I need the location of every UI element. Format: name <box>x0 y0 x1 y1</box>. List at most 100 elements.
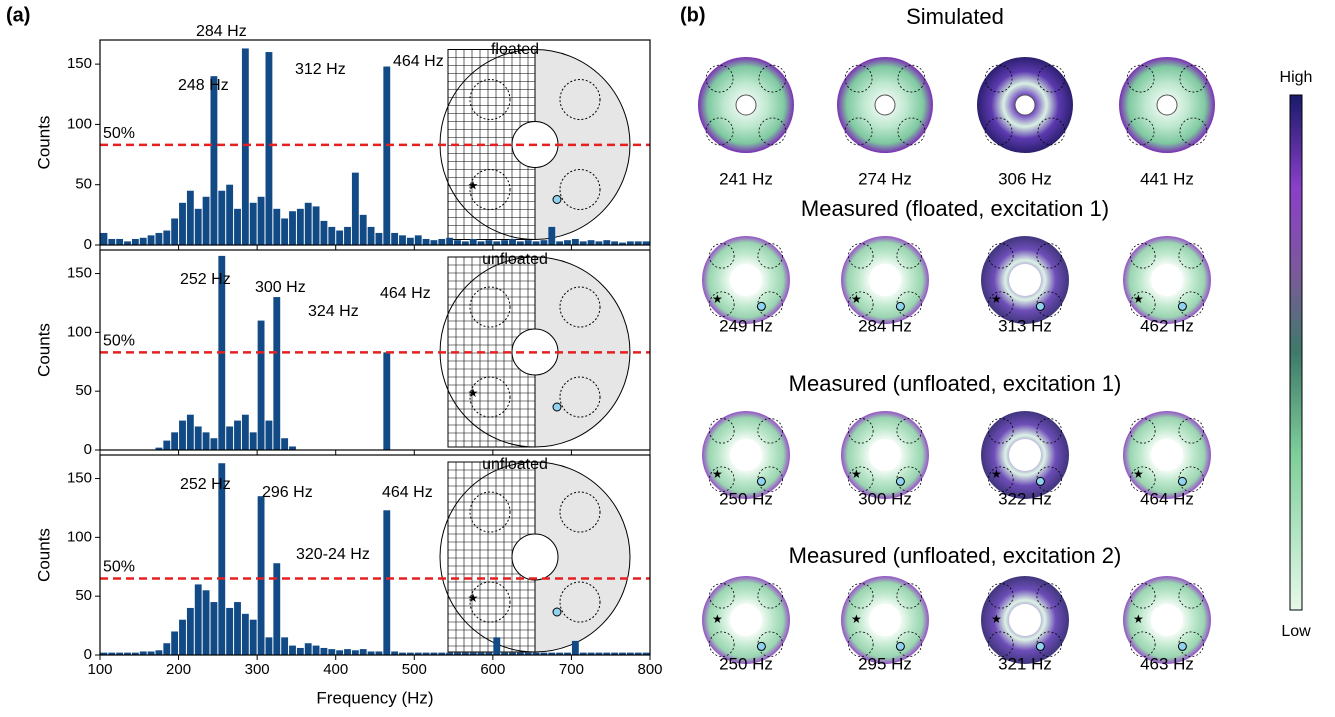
plot-frame <box>99 249 651 451</box>
bar <box>375 232 383 245</box>
bar <box>312 645 320 655</box>
bar <box>611 652 619 655</box>
pad-outline <box>1130 291 1156 317</box>
pad-outline <box>1178 583 1204 609</box>
bar <box>257 320 265 450</box>
bar <box>186 190 194 245</box>
pad-outline <box>988 291 1014 317</box>
bar <box>139 237 147 245</box>
pad-outline <box>1178 243 1204 269</box>
peak-label: 324 Hz <box>308 303 359 320</box>
pad-outline <box>757 418 783 444</box>
bar <box>532 652 540 655</box>
sensor <box>1177 301 1187 311</box>
pad-outline <box>1130 418 1156 444</box>
mode-freq: 462 Hz <box>1140 316 1194 335</box>
bar <box>249 202 257 245</box>
mode-hole <box>1009 264 1041 296</box>
y-tick-label: 50 <box>75 382 92 399</box>
bar <box>273 563 281 655</box>
bar <box>619 242 626 245</box>
bar <box>485 652 493 655</box>
pad-outline <box>758 117 787 146</box>
bar <box>634 652 642 655</box>
bar <box>186 607 194 655</box>
inset-pad <box>469 581 511 623</box>
mode-freq: 250 Hz <box>719 489 773 508</box>
pad-outline <box>984 117 1013 146</box>
bar <box>218 463 226 655</box>
bar <box>430 652 438 655</box>
bar <box>438 238 446 245</box>
bar <box>493 241 501 245</box>
pad-outline <box>896 418 922 444</box>
bar <box>312 206 320 245</box>
mode-freq: 250 Hz <box>719 654 773 673</box>
mode-hole <box>1151 264 1183 296</box>
inset-sensor <box>552 195 562 204</box>
bar <box>163 230 171 245</box>
sensor <box>1035 641 1045 651</box>
pad-outline <box>1178 631 1204 657</box>
bar <box>595 652 603 655</box>
pad-outline <box>896 631 922 657</box>
mode-hole <box>869 604 901 636</box>
x-axis-label: Frequency (Hz) <box>316 688 433 707</box>
bar <box>391 232 399 245</box>
inset-pad <box>469 376 511 418</box>
y-tick-label: 0 <box>84 441 92 458</box>
pad-outline <box>988 631 1014 657</box>
bar <box>304 643 312 655</box>
pad-outline <box>848 418 874 444</box>
bar <box>422 238 430 245</box>
bar <box>414 652 422 655</box>
bar <box>226 607 234 655</box>
mode-freq: 249 Hz <box>719 316 773 335</box>
bar <box>131 238 139 245</box>
bar <box>202 196 210 245</box>
inset-half <box>534 461 631 653</box>
pad-outline <box>709 583 735 609</box>
inset-pad <box>559 286 601 328</box>
bar <box>281 218 289 245</box>
y-tick-label: 0 <box>84 646 92 663</box>
plot-frame <box>99 39 651 246</box>
bar <box>485 240 493 245</box>
bar <box>124 241 131 245</box>
pad-outline <box>709 466 735 492</box>
bar <box>469 238 477 245</box>
mode-freq: 464 Hz <box>1140 489 1194 508</box>
bar <box>619 652 626 655</box>
bar <box>501 240 509 245</box>
bar <box>281 438 289 450</box>
pad-outline <box>1126 64 1155 93</box>
bar <box>399 235 406 245</box>
bar <box>171 218 179 245</box>
inset-hole <box>511 533 559 581</box>
bar <box>351 172 359 245</box>
sensor <box>895 301 905 311</box>
bar <box>273 208 281 245</box>
mode-hole <box>1014 94 1036 116</box>
star: ★ <box>712 612 723 626</box>
bar <box>564 652 571 655</box>
sensor <box>756 476 766 486</box>
star: ★ <box>712 467 723 481</box>
star: ★ <box>991 292 1002 306</box>
sensor <box>1177 641 1187 651</box>
peak-label: 320-24 Hz <box>296 546 370 563</box>
colorbar-high: High <box>1280 69 1313 86</box>
mode-freq: 306 Hz <box>998 169 1052 188</box>
bar <box>202 590 210 655</box>
bar <box>344 649 351 655</box>
pad-outline <box>709 243 735 269</box>
mode-freq: 295 Hz <box>858 654 912 673</box>
pad-outline <box>1178 466 1204 492</box>
bar <box>556 652 564 655</box>
bar <box>234 420 241 450</box>
bar <box>147 651 155 655</box>
bar <box>642 241 650 245</box>
sensor <box>895 641 905 651</box>
pad-outline <box>844 64 873 93</box>
